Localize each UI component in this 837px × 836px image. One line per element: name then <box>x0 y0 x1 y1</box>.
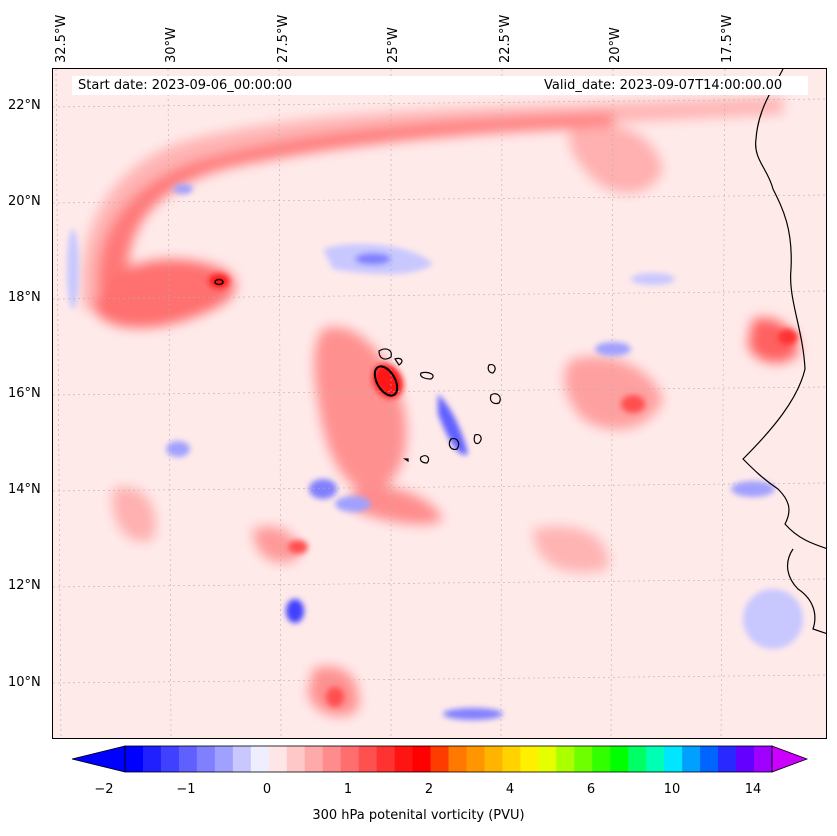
gridlines <box>53 69 826 738</box>
pv-anomalies-positive <box>81 97 798 717</box>
colorbar-segment <box>556 746 575 772</box>
colorbar-segment <box>718 746 737 772</box>
colorbar-segment <box>142 746 162 772</box>
lon-label: 22.5°W <box>498 14 513 63</box>
colorbar-segment <box>700 746 719 772</box>
colorbar-segment <box>178 746 198 772</box>
colorbar-segment <box>646 746 665 772</box>
colorbar-segment <box>628 746 647 772</box>
pv-anomalies-negative <box>67 184 803 720</box>
pv-contour <box>214 278 224 286</box>
colorbar-segment <box>664 746 683 772</box>
colorbar-segment <box>286 746 306 772</box>
colorbar <box>71 745 809 773</box>
colorbar-segment <box>592 746 611 772</box>
valid-date-label: Valid_date: 2023-09-07T14:00:00.00 <box>538 76 808 95</box>
lat-label: 12°N <box>8 578 41 593</box>
colorbar-tick: 4 <box>505 782 515 797</box>
colorbar-segment <box>610 746 629 772</box>
colorbar-segment <box>754 746 773 772</box>
colorbar-segment <box>574 746 593 772</box>
lon-label: 25°W <box>386 27 401 63</box>
colorbar-segment <box>160 746 180 772</box>
colorbar-label: 300 hPa potenital vorticity (PVU) <box>312 808 525 823</box>
lat-label: 20°N <box>8 194 41 209</box>
colorbar-segment <box>394 746 414 772</box>
colorbar-tick: −2 <box>94 782 114 797</box>
colorbar-segment <box>304 746 324 772</box>
lat-label: 22°N <box>8 98 41 113</box>
colorbar-segment <box>538 746 557 772</box>
africa-coastline <box>742 69 826 549</box>
colorbar-segment <box>448 746 467 772</box>
colorbar-segment <box>430 746 449 772</box>
colorbar-segment <box>466 746 485 772</box>
colorbar-segment <box>682 746 701 772</box>
colorbar-tick: 14 <box>744 782 762 797</box>
colorbar-segment <box>125 746 144 772</box>
colorbar-segment <box>484 746 503 772</box>
pv-map <box>52 68 827 739</box>
cape-verde-islands <box>378 348 501 464</box>
colorbar-segment <box>412 746 432 772</box>
colorbar-outline <box>124 745 773 773</box>
pv-contour <box>373 365 399 397</box>
colorbar-tick: 6 <box>586 782 596 797</box>
lat-label: 16°N <box>8 386 41 401</box>
colorbar-segment <box>250 746 270 772</box>
lat-label: 10°N <box>8 675 41 690</box>
colorbar-segment <box>358 746 378 772</box>
lat-label: 14°N <box>8 482 41 497</box>
africa-coastline-south <box>786 548 826 634</box>
lon-label: 20°W <box>608 27 623 63</box>
start-date-label: Start date: 2023-09-06_00:00:00 <box>72 76 546 95</box>
colorbar-segment <box>376 746 396 772</box>
colorbar-tick: 0 <box>262 782 272 797</box>
colorbar-segment <box>322 746 342 772</box>
colorbar-segment <box>340 746 360 772</box>
pv-field <box>53 69 826 738</box>
lon-label: 32.5°W <box>54 14 69 63</box>
colorbar-tick: −1 <box>176 782 196 797</box>
lon-label: 17.5°W <box>720 14 735 63</box>
colorbar-segment <box>268 746 288 772</box>
colorbar-tick: 1 <box>343 782 353 797</box>
colorbar-segment <box>502 746 521 772</box>
lon-label: 30°W <box>164 27 179 63</box>
colorbar-segment <box>196 746 216 772</box>
colorbar-extend-max <box>771 745 809 773</box>
colorbar-segment <box>214 746 234 772</box>
colorbar-segment <box>232 746 252 772</box>
colorbar-segment <box>736 746 755 772</box>
colorbar-extend-min <box>71 745 126 773</box>
lat-label: 18°N <box>8 290 41 305</box>
lon-label: 27.5°W <box>276 14 291 63</box>
colorbar-tick: 10 <box>663 782 681 797</box>
colorbar-tick: 2 <box>424 782 434 797</box>
colorbar-segment <box>520 746 539 772</box>
